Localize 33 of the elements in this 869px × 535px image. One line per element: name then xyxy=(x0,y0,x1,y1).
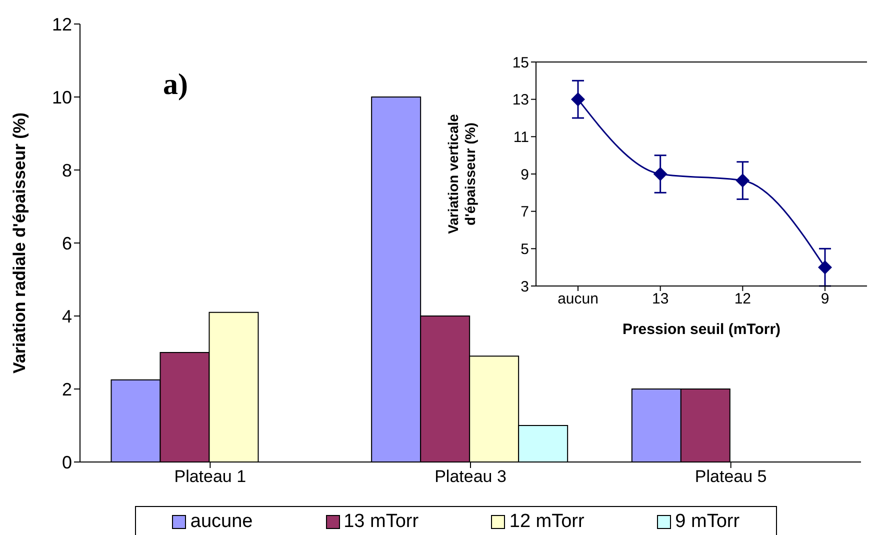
x-tick-label: Plateau 1 xyxy=(174,467,246,486)
y-tick-label: 12 xyxy=(52,14,72,34)
annotation: a) xyxy=(163,68,188,102)
point xyxy=(818,260,832,274)
y-tick-label: 8 xyxy=(62,160,72,180)
y-tick-label: 3 xyxy=(520,278,529,296)
y-tick-label: 13 xyxy=(512,92,529,109)
y-tick-label: 5 xyxy=(520,240,529,258)
y-tick-label: 2 xyxy=(62,379,72,400)
x-tick-label: Plateau 3 xyxy=(434,467,506,486)
y-tick-label: 10 xyxy=(52,87,72,108)
y-tick-label: 11 xyxy=(513,128,529,146)
legend-label: 13 mTorr xyxy=(342,511,419,533)
x-tick-label: 9 xyxy=(820,290,830,308)
y-axis-title: Variation radiale d'épaisseur (%) xyxy=(10,112,30,374)
point xyxy=(653,167,668,181)
legend-label: aucune xyxy=(189,511,253,533)
x-axis-title: Pression seuil (mTorr) xyxy=(622,321,781,338)
y-tick-label: 0 xyxy=(62,452,72,472)
x-tick-label: 13 xyxy=(652,290,669,308)
legend-label: 9 mTorr xyxy=(674,511,740,533)
x-tick-label: Plateau 5 xyxy=(694,467,767,486)
y-tick-label: 9 xyxy=(520,166,529,184)
legend-label: 12 mTorr xyxy=(508,511,584,533)
point xyxy=(736,174,750,188)
y-tick-label: 15 xyxy=(512,54,529,72)
point xyxy=(571,92,585,106)
x-tick-label: 12 xyxy=(734,290,752,308)
y-tick-label: 4 xyxy=(62,306,72,326)
y-axis-title: Variation verticale d'épaisseur (%) xyxy=(445,114,478,234)
y-tick-label: 7 xyxy=(520,204,529,221)
x-tick-label: aucun xyxy=(558,290,598,308)
y-tick-label: 6 xyxy=(62,233,72,254)
